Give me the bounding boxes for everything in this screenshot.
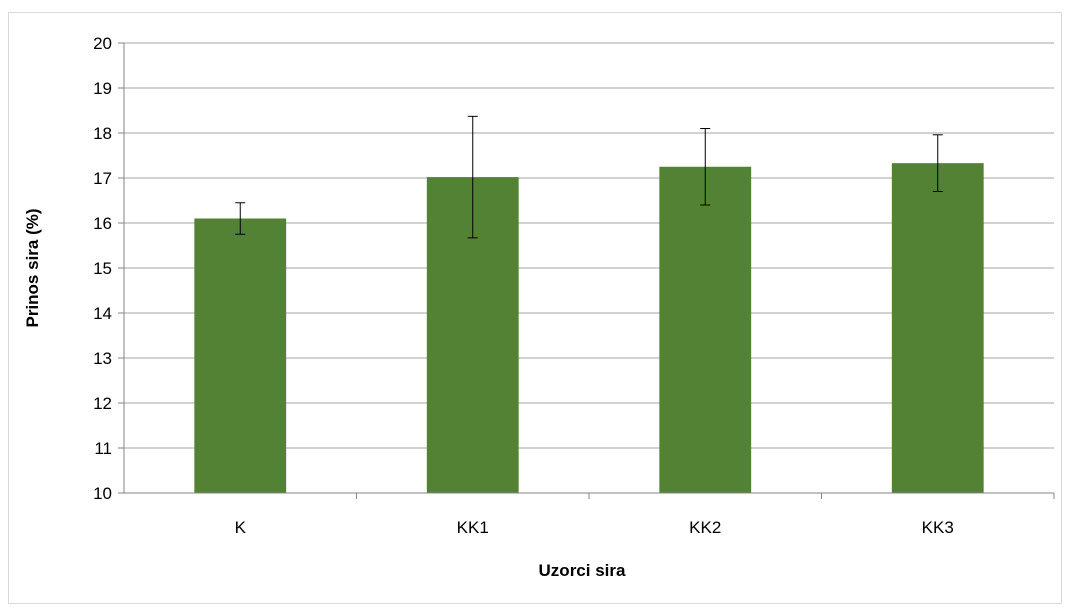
y-tick-label: 19 <box>93 79 112 98</box>
y-tick-label: 20 <box>93 34 112 53</box>
bar-K <box>194 218 287 493</box>
y-tick-label: 16 <box>93 214 112 233</box>
x-tick-label: KK2 <box>689 518 721 537</box>
y-tick-label: 10 <box>93 484 112 503</box>
x-tick-label: K <box>235 518 247 537</box>
x-tick-label: KK1 <box>457 518 489 537</box>
x-axis-title: Uzorci sira <box>539 561 626 580</box>
y-tick-label: 13 <box>93 349 112 368</box>
axes: 10 11 12 13 14 15 16 17 18 19 20 K KK1 KK2 KK3 <box>93 34 1055 537</box>
y-tick-label: 18 <box>93 124 112 143</box>
y-tick-label: 11 <box>94 439 112 458</box>
chart-frame <box>8 12 1062 604</box>
y-tick-label: 14 <box>93 304 112 323</box>
y-tick-label: 12 <box>93 394 112 413</box>
y-tick-label: 17 <box>93 169 112 188</box>
y-axis-title: Prinos sira (%) <box>23 208 42 327</box>
bar-KK3 <box>891 163 984 493</box>
x-tick-label: KK3 <box>922 518 954 537</box>
bars <box>194 163 984 493</box>
error-bars <box>235 115 943 239</box>
bar-KK2 <box>659 166 752 493</box>
y-tick-label: 15 <box>93 259 112 278</box>
